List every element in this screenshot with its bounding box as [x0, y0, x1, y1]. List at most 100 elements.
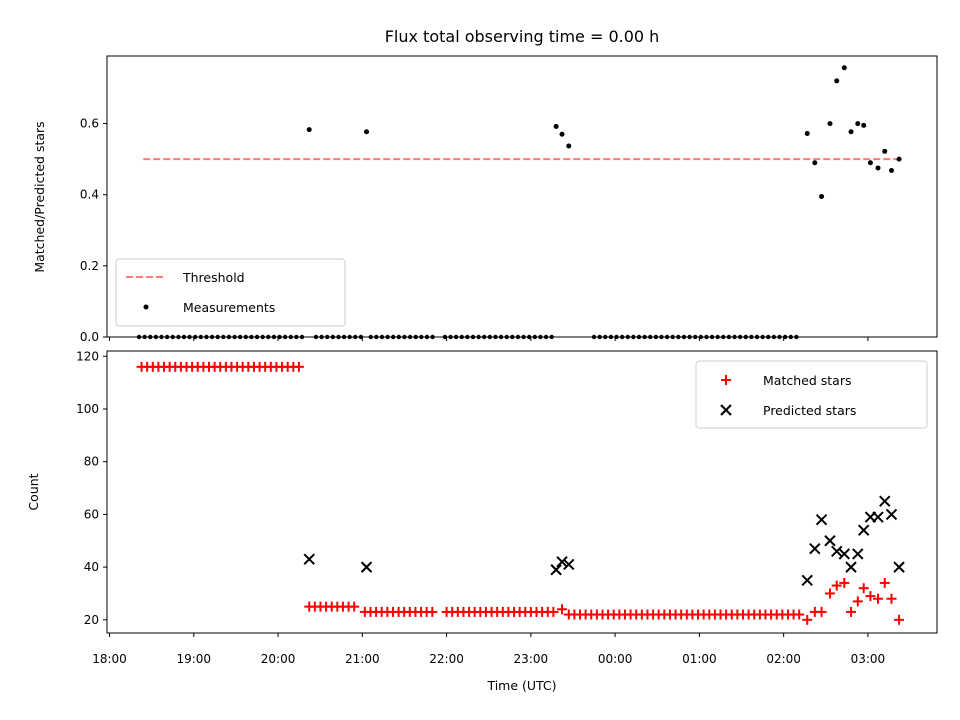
matched-star-marker [349, 601, 360, 612]
matched-star-marker [794, 609, 805, 620]
bottom-y-ticks: 20 40 60 80 100 120 [76, 349, 107, 627]
matched-star-marker [824, 588, 835, 599]
predicted-star-marker [893, 561, 905, 573]
bottom-y-tick-label: 60 [84, 507, 99, 521]
top-y-tick-label: 0.0 [80, 330, 99, 344]
measurement-point [819, 194, 825, 199]
measurement-point [804, 131, 810, 137]
measurement-point [566, 143, 572, 149]
bottom-y-tick-label: 80 [84, 455, 99, 469]
bottom-y-axis-label: Count [26, 473, 41, 510]
legend-predicted-swatch [720, 404, 732, 416]
measurement-point [882, 148, 888, 154]
matched-star-marker [865, 591, 876, 602]
matched-star-marker [879, 577, 890, 588]
measurement-point [848, 129, 854, 135]
bottom-y-tick-label: 120 [76, 349, 99, 363]
predicted-star-marker [831, 545, 843, 558]
x-tick-label: 19:00 [176, 652, 211, 666]
matched-star-marker [557, 604, 568, 615]
x-tick-label: 00:00 [598, 652, 633, 666]
x-tick-label: 21:00 [345, 652, 380, 666]
measurement-point [812, 160, 818, 166]
x-tick-label: 20:00 [261, 652, 296, 666]
x-tick-label: 18:00 [92, 652, 127, 666]
x-tick-label: 23:00 [514, 652, 549, 666]
legend-threshold-label: Threshold [182, 270, 245, 285]
top-y-axis-label: Matched/Predicted stars [32, 121, 47, 272]
bottom-panel: 20 40 60 80 100 120 18:00 19:00 20:00 21:00 22:00… [26, 349, 938, 693]
predicted-star-marker [838, 548, 851, 560]
bottom-y-tick-label: 20 [84, 613, 99, 627]
predicted-star-marker [824, 535, 836, 547]
measurement-point [364, 129, 370, 135]
top-panel: 0.0 0.2 0.4 0.6 Matched/Predicted stars Thr… [32, 55, 938, 344]
predicted-star-marker [550, 564, 562, 576]
bottom-y-tick-label: 100 [76, 402, 99, 416]
top-axes-frame [106, 55, 938, 338]
matched-star-marker [886, 593, 897, 604]
legend-matched-label: Matched stars [763, 373, 851, 388]
x-tick-label: 03:00 [851, 652, 886, 666]
top-y-tick-label: 0.4 [80, 188, 99, 202]
measurement-point [841, 65, 847, 71]
matched-star-marker [427, 606, 438, 617]
matched-star-marker [858, 583, 869, 594]
matched-star-marker [852, 596, 863, 607]
measurement-point [559, 131, 565, 137]
measurement-point [834, 78, 840, 84]
predicted-star-marker [879, 495, 891, 507]
predicted-star-marker [809, 542, 821, 555]
matched-star-marker [839, 577, 850, 588]
legend-measurements-swatch [143, 304, 149, 310]
matched-star-marker [548, 606, 559, 617]
bottom-y-tick-label: 40 [84, 560, 99, 574]
measurement-point [875, 165, 881, 171]
predicted-star-marker [563, 558, 575, 571]
legend-matched-swatch [721, 375, 731, 385]
matched-star-marker [846, 606, 857, 617]
measurement-point [867, 160, 873, 166]
predicted-star-marker [845, 561, 857, 573]
measurement-point [855, 121, 861, 127]
predicted-star-points [303, 495, 905, 586]
top-y-tick-label: 0.2 [80, 259, 99, 273]
bottom-legend-box [695, 360, 928, 429]
x-axis-label: Time (UTC) [486, 678, 556, 693]
measurement-point [306, 127, 312, 133]
matched-star-marker [816, 606, 827, 617]
matched-star-marker [831, 580, 842, 591]
measurement-point [861, 122, 867, 128]
legend-measurements-label: Measurements [183, 300, 275, 315]
x-tick-label: 02:00 [766, 652, 801, 666]
top-legend: Threshold Measurements [115, 258, 346, 327]
measurement-point [896, 156, 902, 162]
predicted-star-marker [885, 508, 898, 521]
matched-star-points [136, 361, 905, 625]
predicted-star-marker [872, 511, 884, 523]
bottom-legend: Matched stars Predicted stars [695, 360, 928, 429]
predicted-star-marker [852, 548, 864, 560]
matched-star-marker [894, 614, 905, 625]
predicted-star-marker [815, 513, 828, 526]
predicted-star-marker [303, 553, 315, 565]
measurement-point [553, 123, 559, 129]
x-tick-label: 22:00 [429, 652, 464, 666]
top-legend-box [115, 258, 346, 327]
measurement-point [888, 168, 894, 174]
predicted-star-marker [801, 574, 813, 586]
bottom-x-ticks: 18:00 19:00 20:00 21:00 22:00 23:00 00:00 01:00… [92, 633, 885, 666]
matched-star-marker [873, 593, 884, 604]
bottom-axes-frame [106, 350, 938, 634]
matched-star-marker [293, 361, 304, 372]
top-y-tick-label: 0.6 [80, 117, 99, 131]
measurement-point [827, 121, 833, 127]
predicted-star-marker [360, 561, 373, 573]
legend-predicted-label: Predicted stars [763, 403, 856, 418]
top-y-ticks: 0.0 0.2 0.4 0.6 [80, 117, 107, 344]
chart-title: Flux total observing time = 0.00 h [385, 27, 660, 46]
x-tick-label: 01:00 [682, 652, 717, 666]
matched-star-marker [802, 614, 813, 625]
predicted-star-marker [556, 556, 568, 568]
